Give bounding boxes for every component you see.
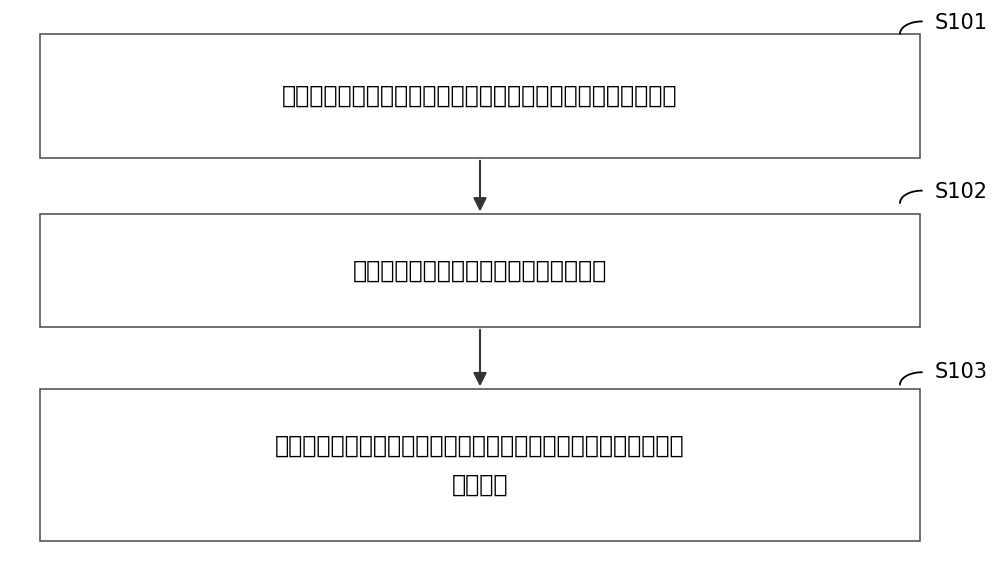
Bar [40, 389, 920, 541]
Text: S103: S103 [935, 362, 988, 382]
Text: S102: S102 [935, 182, 988, 202]
Bar [40, 214, 920, 327]
Text: 按照移动路线移动至目标电动车所在位置: 按照移动路线移动至目标电动车所在位置 [353, 259, 607, 283]
Text: 将目标电动车上电量低于第二电量阈值的第二标准电池替换为第一
标准电池: 将目标电动车上电量低于第二电量阈值的第二标准电池替换为第一 标准电池 [275, 434, 685, 497]
Text: S101: S101 [935, 12, 988, 33]
Bar [40, 34, 920, 158]
Text: 若接收到服务器发送的换电指令，则获取服务器发送的移动路线: 若接收到服务器发送的换电指令，则获取服务器发送的移动路线 [282, 84, 678, 108]
